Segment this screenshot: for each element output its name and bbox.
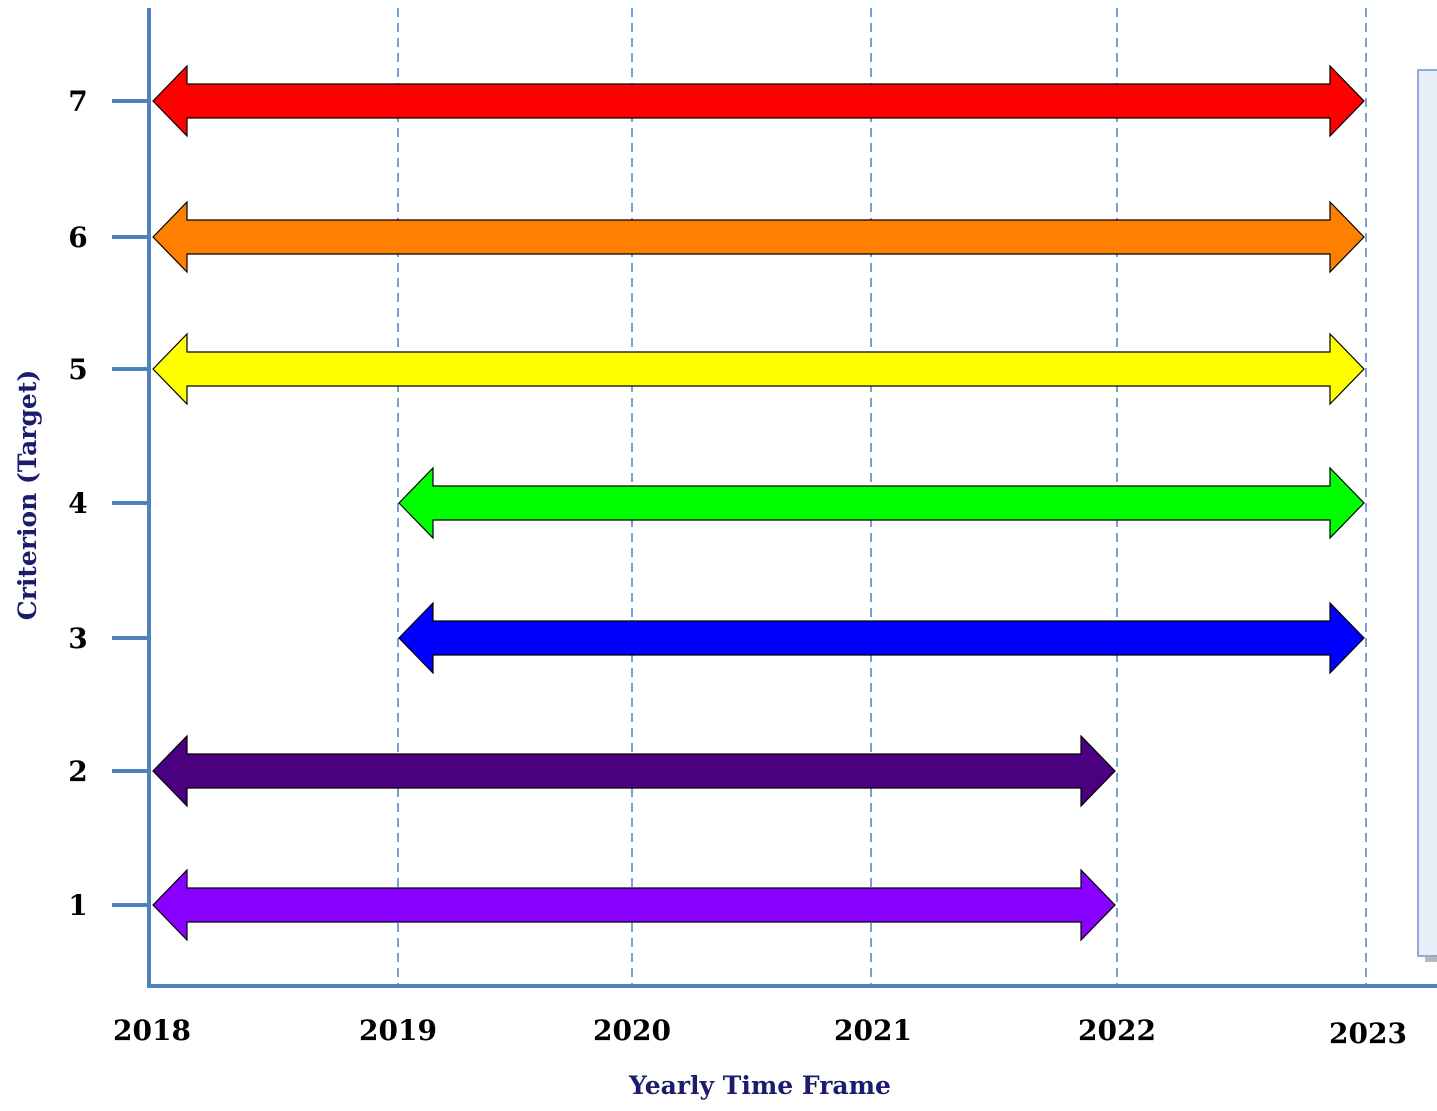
range-arrow-criterion-6 [152,200,1365,274]
legend-box [1417,69,1437,957]
x-tick-label-2021: 2021 [834,1014,912,1047]
y-tick-label-5: 5 [68,353,87,386]
y-tick-label-1: 1 [68,889,87,922]
y-tick-label-6: 6 [68,221,87,254]
x-tick-label-2022: 2022 [1078,1014,1156,1047]
range-arrow-criterion-5 [152,332,1365,406]
y-axis-title: Criterion (Target) [13,370,42,620]
y-tick-label-3: 3 [68,622,87,655]
range-arrow-criterion-1 [152,868,1116,942]
x-tick-label-2019: 2019 [359,1014,437,1047]
range-arrow-criterion-4 [398,466,1365,540]
x-tick-label-2018: 2018 [113,1014,191,1047]
y-tick-label-7: 7 [68,85,87,118]
x-axis-title: Yearly Time Frame [628,1071,891,1100]
tick-labels: 1 2 3 4 5 6 7 2018 2019 2020 2021 2022 2023 [68,85,1407,1050]
range-arrow-criterion-2 [152,734,1116,808]
range-arrows [152,64,1365,942]
range-arrow-criterion-3 [398,601,1365,675]
legend-panel [1417,69,1437,962]
axes [112,8,1437,988]
y-tick-label-2: 2 [68,755,87,788]
y-tick-label-4: 4 [68,487,87,520]
x-tick-label-2020: 2020 [593,1014,671,1047]
x-tick-label-2023: 2023 [1329,1017,1407,1050]
range-arrow-criterion-7 [152,64,1365,138]
